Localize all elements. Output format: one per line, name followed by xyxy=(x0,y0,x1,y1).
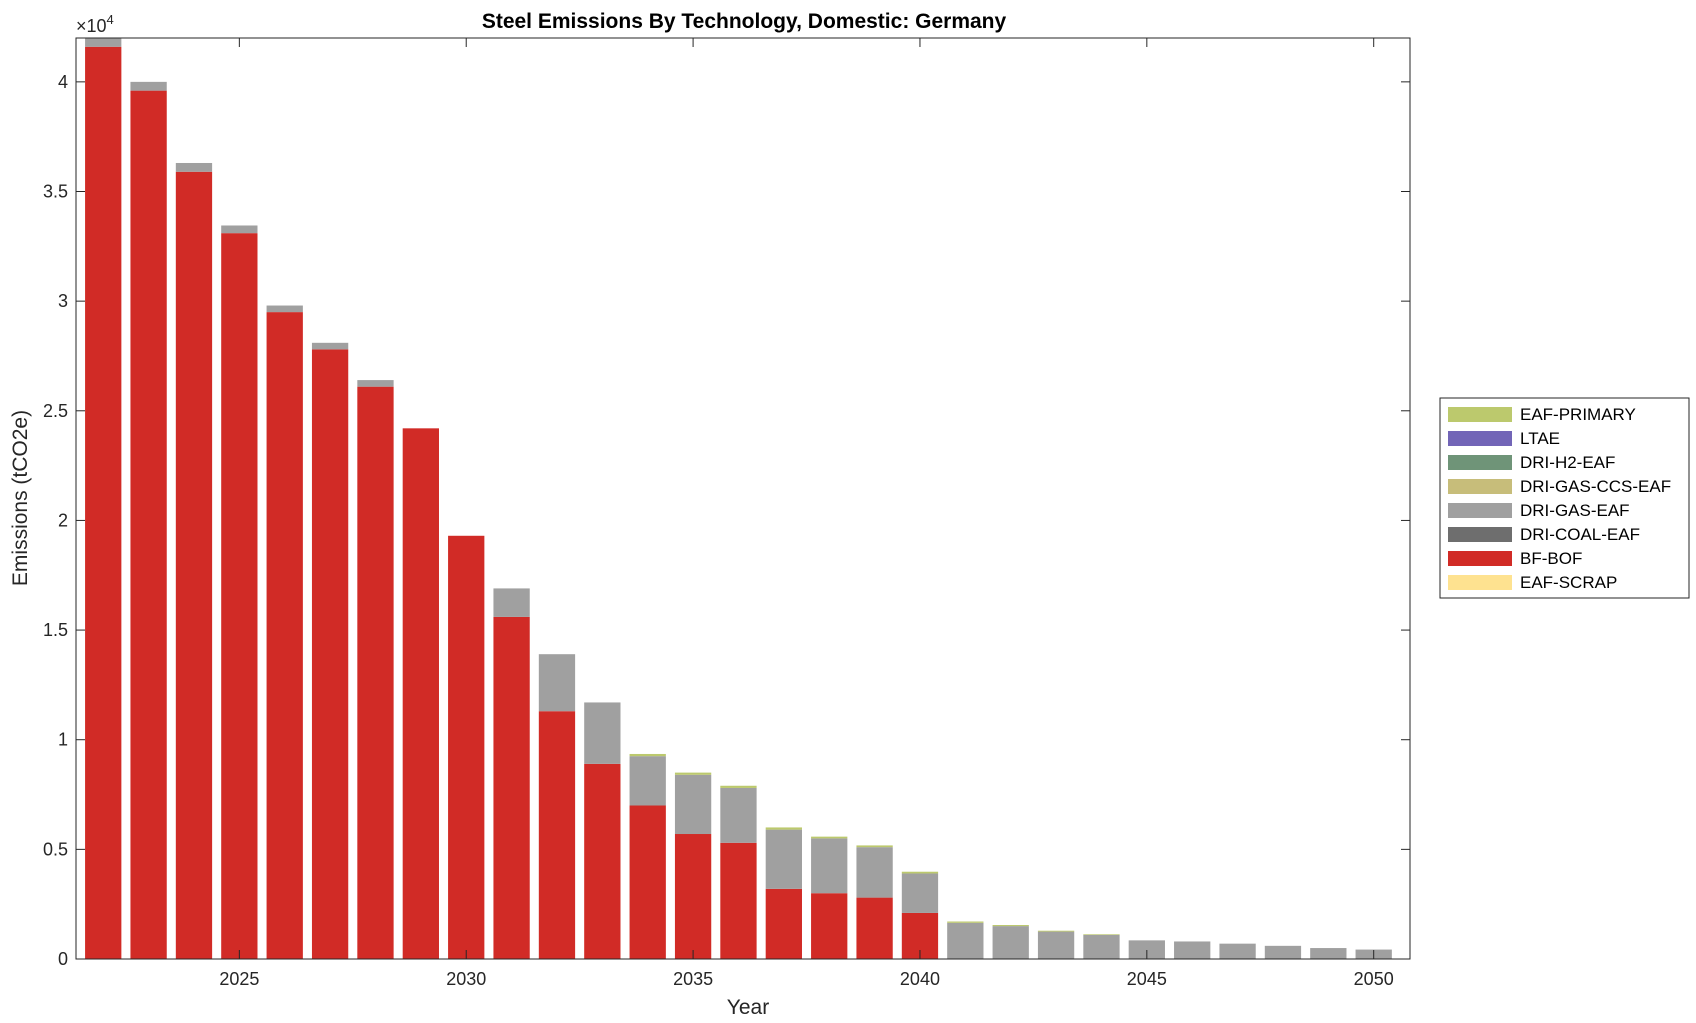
bar-eaf-primary-2037 xyxy=(765,827,802,830)
bar-eaf-primary-2034 xyxy=(629,753,666,757)
y-tick-label-15000: 1.5 xyxy=(43,620,68,640)
bar-bf-bof-2038 xyxy=(811,893,848,959)
legend-swatch-dri-coal-eaf xyxy=(1448,527,1512,542)
legend-swatch-ltae xyxy=(1448,431,1512,446)
y-axis-multiplier: ×104 xyxy=(76,12,114,36)
bar-bf-bof-2024 xyxy=(175,171,213,959)
bar-eaf-primary-2042 xyxy=(992,925,1029,927)
bar-bf-bof-2027 xyxy=(311,349,349,959)
y-axis-label: Emissions (tCO2e) xyxy=(9,410,32,586)
bar-dri-gas-eaf-2047 xyxy=(1219,943,1256,959)
bar-dri-gas-eaf-2045 xyxy=(1128,940,1165,959)
legend-swatch-eaf-scrap xyxy=(1448,575,1512,590)
bar-dri-gas-eaf-2035 xyxy=(674,774,712,835)
legend-swatch-dri-h2-eaf xyxy=(1448,455,1512,470)
bar-dri-gas-eaf-2023 xyxy=(130,81,167,91)
x-tick-label-2030: 2030 xyxy=(446,969,486,989)
bar-bf-bof-2035 xyxy=(674,834,712,959)
bar-dri-gas-eaf-2039 xyxy=(856,847,893,898)
bar-dri-gas-eaf-2037 xyxy=(765,829,802,889)
bar-bf-bof-2026 xyxy=(266,312,303,959)
bar-dri-gas-eaf-2031 xyxy=(493,588,530,617)
bar-dri-gas-eaf-2046 xyxy=(1174,941,1211,959)
chart-title: Steel Emissions By Technology, Domestic:… xyxy=(482,10,1007,33)
bar-dri-gas-eaf-2032 xyxy=(538,654,576,712)
bar-dri-gas-eaf-2042 xyxy=(992,926,1029,959)
bar-dri-gas-eaf-2038 xyxy=(811,838,848,894)
bars-group xyxy=(85,38,1392,959)
y-tick-label-25000: 2.5 xyxy=(43,401,68,421)
legend-swatch-bf-bof xyxy=(1448,551,1512,566)
bar-dri-gas-eaf-2044 xyxy=(1083,934,1120,959)
y-tick-label-5000: 0.5 xyxy=(43,839,68,859)
plot-area-frame xyxy=(75,37,1411,960)
bar-dri-gas-eaf-2027 xyxy=(311,342,349,350)
x-tick-label-2045: 2045 xyxy=(1127,969,1167,989)
x-axis: 2025 2030 2035 2040 2045 2050 xyxy=(219,38,1394,989)
bar-dri-gas-eaf-2049 xyxy=(1310,948,1347,959)
bar-eaf-primary-2035 xyxy=(674,772,712,775)
y-tick-label-30000: 3 xyxy=(58,291,68,311)
y-axis-multiplier-exponent: 4 xyxy=(107,12,114,27)
legend: EAF-PRIMARY LTAE DRI-H2-EAF DRI-GAS-CCS-EAF… xyxy=(1439,397,1690,599)
bar-eaf-primary-2036 xyxy=(720,785,757,788)
bar-bf-bof-2029 xyxy=(402,428,439,959)
bar-bf-bof-2031 xyxy=(493,616,530,959)
bar-bf-bof-2025 xyxy=(221,233,258,959)
bar-bf-bof-2036 xyxy=(720,842,757,959)
bar-bf-bof-2023 xyxy=(130,90,167,959)
legend-label-ltae: LTAE xyxy=(1520,429,1560,448)
y-tick-label-10000: 1 xyxy=(58,730,68,750)
bar-eaf-primary-2040 xyxy=(901,871,939,874)
bar-eaf-primary-2041 xyxy=(947,921,984,923)
bar-dri-gas-eaf-2034 xyxy=(629,756,666,806)
y-tick-label-35000: 3.5 xyxy=(43,182,68,202)
y-axis: 0 0.5 1 1.5 2 2.5 3 3.5 4 xyxy=(43,72,1410,969)
bar-dri-gas-eaf-2024 xyxy=(175,162,213,172)
legend-label-dri-coal-eaf: DRI-COAL-EAF xyxy=(1520,525,1640,544)
bar-dri-gas-eaf-2026 xyxy=(266,305,303,313)
bar-bf-bof-2032 xyxy=(538,711,576,959)
legend-swatch-dri-gas-ccs-eaf xyxy=(1448,479,1512,494)
bar-dri-gas-eaf-2048 xyxy=(1264,945,1302,959)
bar-dri-gas-eaf-2043 xyxy=(1037,931,1075,959)
y-axis-multiplier-base: ×10 xyxy=(76,16,107,36)
y-tick-label-0: 0 xyxy=(58,949,68,969)
legend-label-dri-h2-eaf: DRI-H2-EAF xyxy=(1520,453,1615,472)
legend-label-eaf-primary: EAF-PRIMARY xyxy=(1520,405,1636,424)
bar-bf-bof-2022 xyxy=(85,46,122,959)
legend-label-eaf-scrap: EAF-SCRAP xyxy=(1520,573,1617,592)
bar-bf-bof-2039 xyxy=(856,897,893,959)
x-tick-label-2035: 2035 xyxy=(673,969,713,989)
legend-swatch-eaf-primary xyxy=(1448,407,1512,422)
y-tick-label-40000: 4 xyxy=(58,72,68,92)
legend-label-bf-bof: BF-BOF xyxy=(1520,549,1582,568)
x-tick-label-2025: 2025 xyxy=(219,969,259,989)
bar-bf-bof-2030 xyxy=(448,535,485,959)
bar-dri-gas-eaf-2022 xyxy=(85,38,122,47)
x-tick-label-2040: 2040 xyxy=(900,969,940,989)
legend-swatch-dri-gas-eaf xyxy=(1448,503,1512,518)
bar-dri-gas-eaf-2025 xyxy=(221,225,258,234)
bar-eaf-primary-2038 xyxy=(811,836,848,839)
bar-bf-bof-2037 xyxy=(765,888,802,959)
legend-box xyxy=(1439,397,1690,599)
legend-label-dri-gas-eaf: DRI-GAS-EAF xyxy=(1520,501,1630,520)
bar-bf-bof-2028 xyxy=(357,386,394,959)
bar-dri-gas-eaf-2041 xyxy=(947,922,984,959)
bar-eaf-primary-2039 xyxy=(856,845,893,848)
bar-eaf-primary-2044 xyxy=(1083,934,1120,935)
bar-dri-gas-eaf-2033 xyxy=(584,702,621,764)
legend-label-dri-gas-ccs-eaf: DRI-GAS-CCS-EAF xyxy=(1520,477,1671,496)
bar-dri-gas-eaf-2028 xyxy=(357,380,394,387)
y-tick-label-20000: 2 xyxy=(58,510,68,530)
bar-dri-gas-eaf-2036 xyxy=(720,787,757,843)
bar-dri-gas-eaf-2040 xyxy=(901,873,939,913)
bar-bf-bof-2033 xyxy=(584,763,621,959)
bar-bf-bof-2034 xyxy=(629,805,666,959)
x-axis-label: Year xyxy=(727,996,769,1019)
x-tick-label-2050: 2050 xyxy=(1354,969,1394,989)
bar-eaf-primary-2043 xyxy=(1037,930,1075,932)
